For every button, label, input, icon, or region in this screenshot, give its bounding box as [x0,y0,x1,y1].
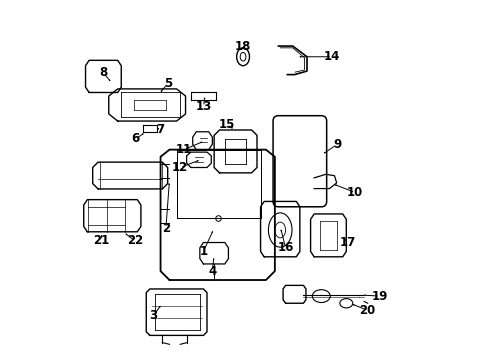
Text: 1: 1 [199,245,207,258]
Text: 2: 2 [162,222,170,235]
Text: 13: 13 [195,100,211,113]
Text: 3: 3 [149,309,157,322]
Text: 22: 22 [126,234,142,247]
Text: 6: 6 [131,132,140,145]
Text: 17: 17 [339,236,355,249]
Text: 8: 8 [99,66,107,79]
Text: 4: 4 [208,265,216,278]
Text: 18: 18 [234,40,250,53]
Text: 9: 9 [332,138,341,151]
Text: 10: 10 [346,186,363,199]
Text: 5: 5 [163,77,171,90]
Text: 7: 7 [156,123,164,136]
Text: 14: 14 [323,50,340,63]
Text: 11: 11 [175,143,191,156]
Text: 15: 15 [218,118,234,131]
Text: 12: 12 [172,161,188,174]
Text: 21: 21 [93,234,109,247]
Text: 20: 20 [359,304,375,317]
Text: 19: 19 [371,289,387,303]
Text: 16: 16 [277,241,293,255]
